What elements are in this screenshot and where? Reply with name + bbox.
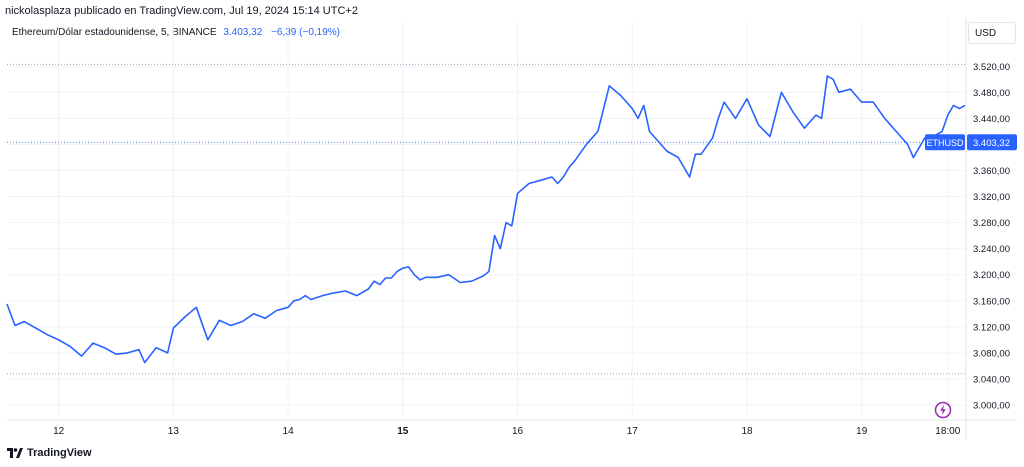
price-series-line[interactable] <box>6 75 966 364</box>
y-tick-label: 3.440,00 <box>973 114 1010 125</box>
y-tick-label: 3.280,00 <box>973 218 1010 229</box>
footer-brand: TradingView <box>7 447 92 459</box>
x-tick-label: 18 <box>741 426 753 437</box>
x-tick-label: 17 <box>627 426 639 437</box>
symbol-name[interactable]: Ethereum/Dólar estadounidense, 5, BINANC… <box>12 27 217 38</box>
legend-price: 3.403,32 <box>223 27 263 38</box>
symbol-label-bg <box>925 134 965 151</box>
x-tick-label: 19 <box>856 426 868 437</box>
y-tick-label: 3.080,00 <box>973 348 1010 359</box>
footer-brand-label: TradingView <box>27 447 92 459</box>
y-tick-label: 3.520,00 <box>973 62 1010 73</box>
y-tick-label: 3.160,00 <box>973 296 1010 307</box>
y-tick-label: 3.360,00 <box>973 166 1010 177</box>
x-tick-label: 16 <box>512 426 524 437</box>
currency-button[interactable]: USD <box>968 22 1016 44</box>
y-tick-label: 3.200,00 <box>973 270 1010 281</box>
x-tick-label: 18:00 <box>935 426 960 437</box>
x-tick-label: 13 <box>168 426 180 437</box>
x-tick-label: 12 <box>53 426 65 437</box>
last-price-label: 3.403,32 <box>973 138 1010 149</box>
y-tick-label: 3.040,00 <box>973 374 1010 385</box>
x-tick-label: 15 <box>397 426 409 437</box>
y-tick-label: 3.120,00 <box>973 322 1010 333</box>
symbol-legend: Ethereum/Dólar estadounidense, 5, BINANC… <box>12 27 340 38</box>
y-tick-label: 3.320,00 <box>973 192 1010 203</box>
publisher-line: nickolasplaza publicado en TradingView.c… <box>5 5 358 17</box>
symbol-label: ETHUSD <box>926 138 964 148</box>
tradingview-logo-icon <box>7 448 23 458</box>
legend-change: −6,39 (−0,19%) <box>271 27 340 38</box>
last-price-label-bg <box>967 134 1017 151</box>
x-tick-label: 14 <box>283 426 295 437</box>
y-tick-label: 3.000,00 <box>973 400 1010 411</box>
y-tick-label: 3.240,00 <box>973 244 1010 255</box>
lightning-icon[interactable] <box>934 401 952 419</box>
y-tick-label: 3.480,00 <box>973 88 1010 99</box>
